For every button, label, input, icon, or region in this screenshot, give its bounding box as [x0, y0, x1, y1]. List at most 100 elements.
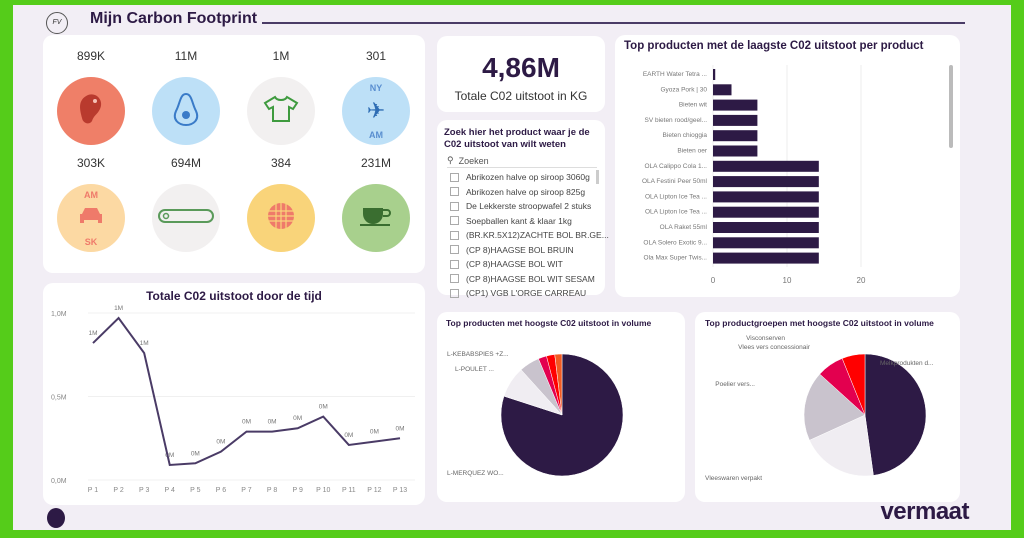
footprint-circle: NY ✈ AM — [342, 77, 410, 145]
footprint-item: 11M — [146, 49, 226, 145]
slicer-item[interactable]: (CP 8)HAAGSE BOL WIT SESAM — [450, 272, 600, 287]
footprint-value: 384 — [270, 156, 292, 170]
slicer-scrollbar[interactable] — [596, 170, 599, 184]
footprint-circle — [247, 184, 315, 252]
bar[interactable] — [713, 237, 819, 249]
x-tick-label: P 10 — [316, 487, 330, 494]
slice-label: Vlees vers concessionair — [738, 344, 811, 351]
food-vision-logo: FV — [46, 12, 68, 34]
y-category-label: OLA Lipton Ice Tea ... — [645, 193, 707, 200]
slicer-item[interactable]: Soepballen kant & klaar 1kg — [450, 214, 600, 229]
y-category-label: OLA Festini Peer 50ml — [642, 178, 708, 185]
slicer-item[interactable]: (CP1) VGB L'ORGE CARREAU — [450, 286, 600, 301]
x-tick-label: P 3 — [139, 487, 149, 494]
bar[interactable] — [713, 69, 716, 80]
slicer-item-label: Abrikozen halve op siroop 825g — [466, 186, 586, 197]
checkbox[interactable] — [450, 201, 459, 211]
pie2-title: Top productgroepen met hoogste C02 uitst… — [705, 318, 934, 328]
slice-label: L-KEBABSPIES +Z... — [447, 351, 509, 358]
footprint-value: 301 — [365, 49, 387, 63]
data-label: 0M — [395, 425, 404, 432]
airplane-icon: ✈ — [366, 98, 386, 123]
checkbox[interactable] — [450, 274, 459, 284]
pie-slice[interactable] — [809, 414, 874, 477]
pie-slice[interactable] — [841, 353, 866, 416]
globe-icon — [266, 201, 296, 236]
slice-label: Visconserven — [746, 335, 785, 342]
slice-label: Vleeswaren verpakt — [705, 475, 762, 482]
checkbox[interactable] — [450, 187, 459, 197]
bar[interactable] — [713, 252, 819, 264]
slicer-item-label: Soepballen kant & klaar 1kg — [466, 215, 572, 226]
line-chart-title: Totale C02 uitstoot door de tijd — [146, 289, 322, 303]
footprint-value: 303K — [76, 156, 106, 170]
route-from: AM — [84, 190, 98, 200]
slicer-item[interactable]: Abrikozen halve op siroop 3060g — [450, 170, 600, 185]
pie1-title: Top producten met hoogste C02 uitstoot i… — [446, 318, 652, 328]
page-title: Mijn Carbon Footprint — [90, 10, 258, 27]
pie-slice[interactable] — [864, 353, 927, 476]
bar[interactable] — [713, 130, 758, 142]
bar[interactable] — [713, 84, 732, 96]
y-category-label: Bieten oer — [677, 148, 707, 155]
route-to: SK — [84, 237, 98, 247]
bar[interactable] — [713, 222, 819, 233]
data-label: 0M — [165, 452, 174, 459]
y-category-label: Bieten wit — [679, 102, 707, 109]
slicer-item[interactable]: Abrikozen halve op siroop 825g — [450, 185, 600, 200]
x-tick-label: P 12 — [367, 487, 381, 494]
slice-label: Melkprodukten d... — [880, 360, 934, 367]
bar[interactable] — [713, 191, 819, 203]
footprint-circle: AM SK — [57, 184, 125, 252]
y-category-label: OLA Calippo Cola 1... — [644, 163, 707, 170]
data-label: 1M — [88, 330, 97, 337]
slicer-item[interactable]: (CP 8)HAAGSE BOL WIT — [450, 257, 600, 272]
bar[interactable] — [713, 145, 758, 157]
line-chart-svg: 0,0M 0,5M 1,0M P 1 1M P 2 1M P 3 1M P 4 0M P 5 0M P 6… — [51, 305, 415, 494]
x-tick-label: 0 — [711, 276, 716, 285]
data-label: 1M — [114, 305, 123, 312]
checkbox[interactable] — [450, 288, 459, 298]
slicer-item[interactable]: (BR.KR.5X12)ZACHTE BOL BR.GE... — [450, 228, 609, 243]
x-tick-label: 10 — [783, 276, 792, 285]
lowest-emission-bar-chart: Top producten met de laagste C02 uitstoo… — [615, 35, 960, 297]
slicer-item-label: Abrikozen halve op siroop 3060g — [466, 172, 590, 183]
footprint-value: 899K — [76, 49, 106, 63]
bar[interactable] — [713, 160, 819, 172]
footprint-value: 694M — [170, 156, 202, 170]
checkbox[interactable] — [450, 172, 459, 182]
data-label: 0M — [370, 429, 379, 436]
slicer-search[interactable]: ⚲ Zoeken — [447, 154, 597, 168]
slicer-item-label: (CP 8)HAAGSE BOL BRUIN — [466, 244, 574, 255]
x-tick-label: P 6 — [216, 487, 226, 494]
slicer-item[interactable]: (CP 8)HAAGSE BOL BRUIN — [450, 243, 600, 258]
bar[interactable] — [713, 114, 758, 126]
data-label: 0M — [191, 450, 200, 457]
footprint-item: 694M — [146, 156, 226, 252]
y-category-label: OLA Solero Exotic 9... — [643, 239, 707, 246]
bar[interactable] — [713, 99, 758, 111]
kpi-card: 4,86M Totale C02 uitstoot in KG — [437, 36, 605, 112]
bar[interactable] — [713, 176, 819, 188]
footprint-circle — [152, 184, 220, 252]
line-series — [92, 316, 401, 467]
bar[interactable] — [713, 206, 819, 218]
y-category-label: SV bieten rood/geel... — [644, 117, 707, 124]
x-tick-label: P 7 — [241, 487, 251, 494]
checkbox[interactable] — [450, 230, 459, 240]
title-divider — [262, 22, 965, 24]
checkbox[interactable] — [450, 216, 459, 226]
kpi-value: 4,86M — [482, 52, 560, 83]
x-tick-label: P 1 — [88, 487, 98, 494]
checkbox[interactable] — [450, 259, 459, 269]
footprint-item: 899K — [51, 49, 131, 145]
bar-chart-scrollbar[interactable] — [949, 65, 953, 148]
pie-slice[interactable] — [554, 353, 563, 416]
checkbox[interactable] — [450, 245, 459, 255]
y-category-label: Gyoza Pork | 30 — [661, 86, 708, 93]
pie-slice[interactable] — [803, 373, 866, 441]
x-tick-label: P 2 — [113, 487, 123, 494]
slicer-item[interactable]: De Lekkerste stroopwafel 2 stuks — [450, 199, 600, 214]
top-productgroups-pie-chart: Top productgroepen met hoogste C02 uitst… — [695, 312, 960, 502]
pie1-svg: L-MERQUEZ WO... L-POULET ... L-KEBABSPIES … — [447, 351, 624, 477]
